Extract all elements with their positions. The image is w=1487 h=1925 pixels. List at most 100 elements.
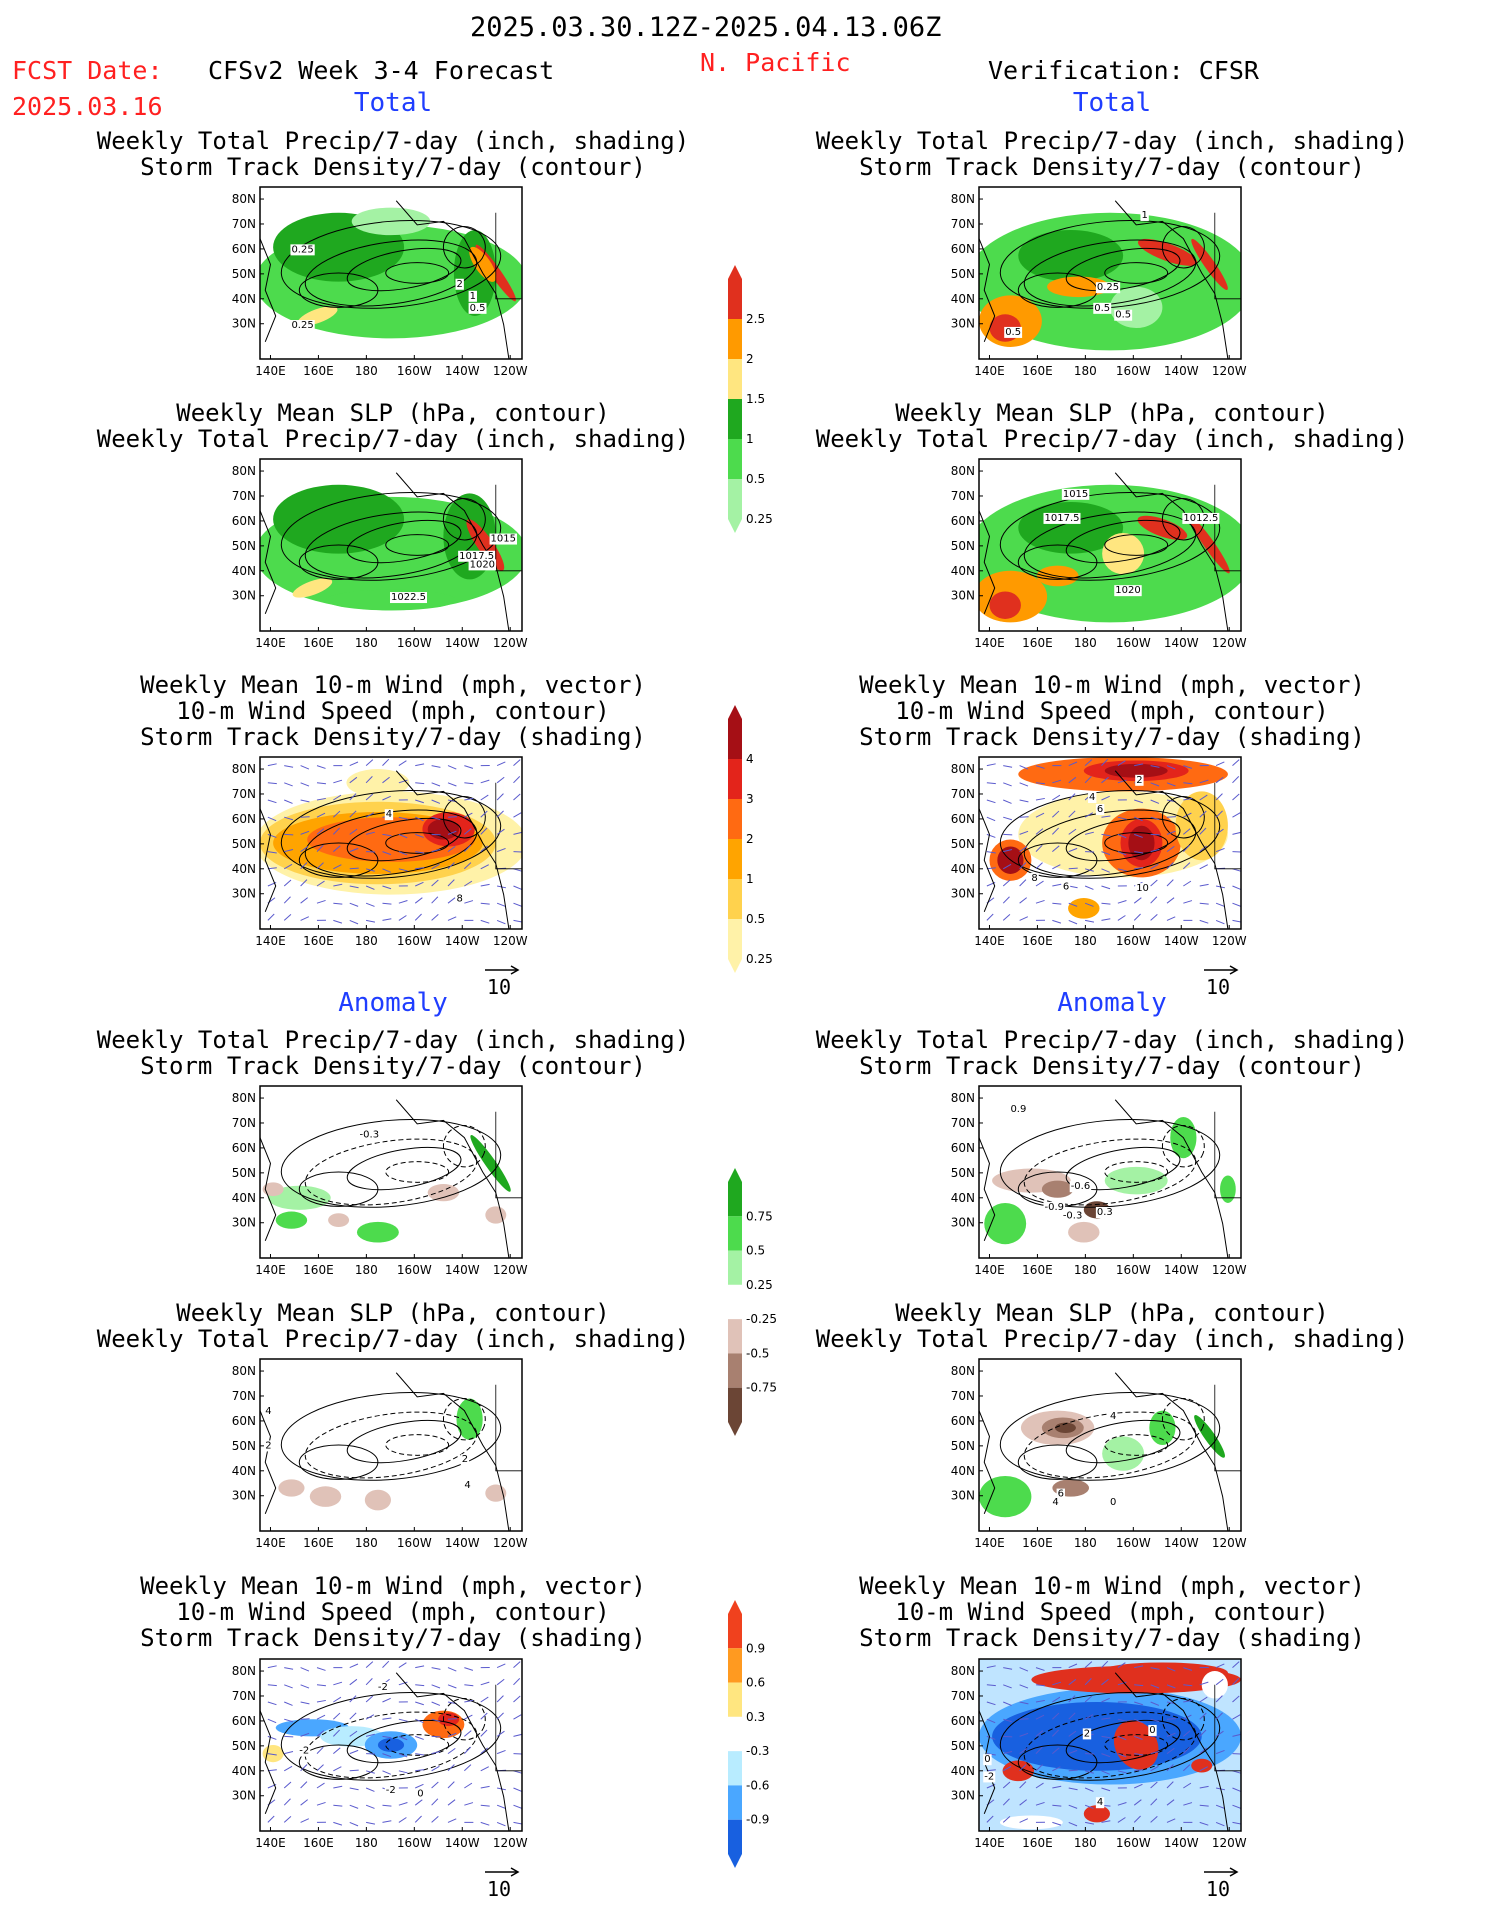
wind-vector: [366, 919, 376, 923]
wind-vector: [513, 1733, 522, 1737]
wind-vector: [1101, 833, 1111, 837]
wind-vector: [480, 845, 488, 852]
wind-vector: [382, 1660, 390, 1668]
wind-vector: [316, 1801, 326, 1806]
wind-vector: [316, 1667, 326, 1671]
wind-vector: [382, 1753, 392, 1758]
wind-vector: [382, 1804, 392, 1807]
wind-vector: [496, 810, 504, 818]
contour-value-label: -0.3: [360, 1130, 380, 1141]
lat-tick-label: 30N: [951, 1489, 975, 1503]
wind-vector: [464, 782, 474, 785]
wind-vector: [1101, 868, 1110, 873]
vector-ref-r-anom: 10: [1202, 1864, 1242, 1901]
colorbar-swatch: [728, 719, 742, 759]
lon-tick-label: 160E: [303, 1263, 334, 1277]
lat-tick-label: 80N: [232, 464, 256, 478]
coastline: [260, 200, 522, 359]
contour-value-label: 1015: [491, 534, 516, 545]
contour-value-label: 0: [1110, 1497, 1116, 1508]
wind-vector: [349, 1804, 359, 1809]
wind-vector: [1003, 1667, 1013, 1670]
wind-vector: [415, 1701, 424, 1706]
wind-vector: [1052, 779, 1062, 784]
wind-vector: [1101, 815, 1111, 818]
lon-tick-label: 160W: [397, 636, 432, 650]
wind-vector: [1166, 830, 1176, 835]
wind-vector: [431, 1750, 441, 1755]
wind-vector: [496, 1804, 506, 1809]
wind-vector: [431, 1718, 441, 1723]
vector-ref-label: 10: [487, 975, 512, 999]
wind-vector: [398, 900, 408, 904]
contour-line: [280, 220, 502, 309]
contour-line: [346, 1146, 462, 1191]
contour-value-label: 2: [1084, 1728, 1090, 1739]
lon-tick-label: 120W: [493, 934, 528, 948]
contour-line: [1017, 1744, 1098, 1780]
wind-vector: [365, 1770, 375, 1774]
wind-vector: [1199, 1766, 1208, 1772]
wind-vector: [1052, 845, 1060, 852]
wind-vector: [267, 1815, 275, 1823]
map-frame: [978, 756, 1242, 930]
wind-vector: [1002, 1798, 1010, 1806]
wind-vector: [1003, 782, 1012, 787]
colorbar-label: 0.9: [746, 1641, 765, 1655]
lon-tick-label: 160E: [303, 934, 334, 948]
wind-vector: [316, 1684, 326, 1687]
colorbar-label: 2: [746, 352, 754, 366]
contour-line: [999, 1392, 1221, 1481]
lon-tick-label: 140W: [1164, 364, 1199, 378]
contour-value-label: 4: [1089, 792, 1095, 803]
wind-vector: [1003, 799, 1012, 804]
wind-vector: [349, 776, 358, 784]
wind-vector: [480, 1712, 488, 1720]
wind-vector: [1003, 849, 1013, 853]
wind-vector: [1150, 896, 1158, 904]
contour-value-label: 2: [462, 1454, 468, 1465]
shading-layer: [979, 484, 1241, 623]
contour-layer: [999, 1692, 1221, 1781]
vector-ref-l-anom: 10: [483, 1864, 523, 1901]
lat-tick-label: 40N: [232, 564, 256, 578]
wind-vector: [267, 913, 275, 921]
wind-vector: [1019, 1748, 1028, 1755]
wind-vector: [316, 844, 324, 852]
contour-value-label: 4: [1052, 1497, 1058, 1508]
wind-vector: [1183, 1730, 1191, 1737]
wind-vector: [1199, 1785, 1209, 1789]
wind-vector: [464, 1699, 474, 1703]
wind-vector: [1117, 915, 1126, 921]
wind-vector: [1019, 879, 1027, 887]
wind-vector: [1134, 1735, 1143, 1740]
wind-vector: [1085, 919, 1095, 923]
wind-vector: [1134, 1783, 1143, 1789]
wind-vector: [1232, 1714, 1241, 1720]
colorbar-cap-bottom: [728, 1854, 742, 1868]
wind-vector: [1134, 851, 1144, 854]
wind-vector: [333, 779, 343, 784]
contour-value-label: 2: [1136, 775, 1142, 786]
wind-vector: [1150, 782, 1160, 787]
wind-vector: [1084, 1677, 1092, 1686]
contour-line: [1065, 519, 1181, 564]
wind-vector-layer: [986, 1660, 1241, 1827]
vector-ref-label: 10: [487, 1877, 512, 1901]
wind-vector: [1215, 919, 1225, 925]
lat-tick-label: 70N: [951, 787, 975, 801]
wind-vector: [415, 1735, 424, 1740]
lat-tick-label: 40N: [232, 1191, 256, 1205]
lat-tick-label: 50N: [232, 267, 256, 281]
wind-vector: [300, 799, 310, 803]
wind-vector: [1166, 1818, 1176, 1823]
wind-vector: [431, 765, 441, 768]
map-frame: [978, 458, 1242, 632]
colorbar-swatch: [728, 479, 742, 519]
colorbar-precip-anom: 0.75 0.5 0.25 -0.25 -0.5 -0.75: [728, 1168, 777, 1436]
wind-vector: [447, 765, 457, 770]
wind-vector: [382, 758, 390, 766]
wind-vector: [513, 919, 522, 923]
lat-tick-label: 70N: [232, 489, 256, 503]
wind-vector: [447, 1747, 456, 1755]
